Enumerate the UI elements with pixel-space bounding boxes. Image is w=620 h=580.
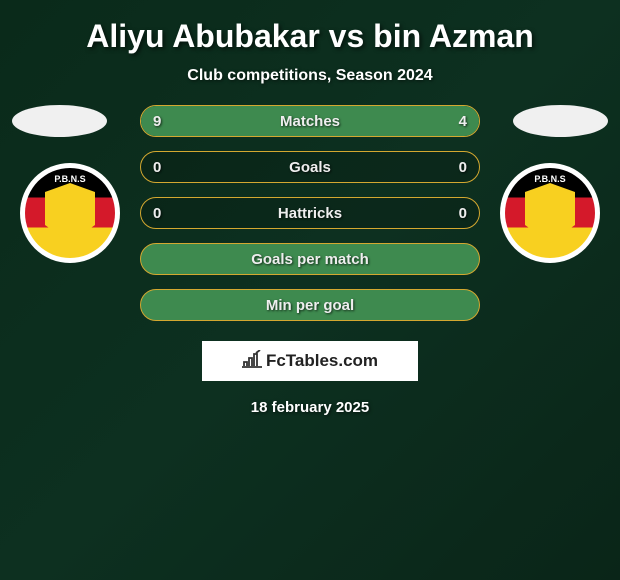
page-title: Aliyu Abubakar vs bin Azman [0, 18, 620, 55]
stat-label: Goals [141, 159, 479, 176]
stat-row: Goals per match [140, 243, 480, 275]
shield-icon [45, 183, 95, 243]
stat-row: 00Hattricks [140, 197, 480, 229]
player-left-photo-placeholder [12, 105, 107, 137]
badge-graphic: P.B.N.S [25, 168, 115, 258]
stat-row: Min per goal [140, 289, 480, 321]
club-badge-right: P.B.N.S [500, 163, 600, 263]
stats-area: P.B.N.S P.B.N.S 94Matches 00Goals 00Hattri… [0, 105, 620, 321]
stat-label: Matches [141, 113, 479, 130]
chart-icon [242, 350, 262, 373]
badge-graphic: P.B.N.S [505, 168, 595, 258]
stat-bars: 94Matches 00Goals 00Hattricks Goals per mat… [140, 105, 480, 321]
watermark-text: FcTables.com [266, 351, 378, 371]
subtitle: Club competitions, Season 2024 [0, 67, 620, 85]
watermark[interactable]: FcTables.com [202, 341, 418, 381]
shield-icon [525, 183, 575, 243]
stat-label: Goals per match [141, 251, 479, 268]
date-label: 18 february 2025 [0, 399, 620, 416]
stat-label: Min per goal [141, 297, 479, 314]
club-badge-left: P.B.N.S [20, 163, 120, 263]
stat-row: 94Matches [140, 105, 480, 137]
stat-label: Hattricks [141, 205, 479, 222]
player-right-photo-placeholder [513, 105, 608, 137]
comparison-card: Aliyu Abubakar vs bin Azman Club competi… [0, 0, 620, 426]
stat-row: 00Goals [140, 151, 480, 183]
